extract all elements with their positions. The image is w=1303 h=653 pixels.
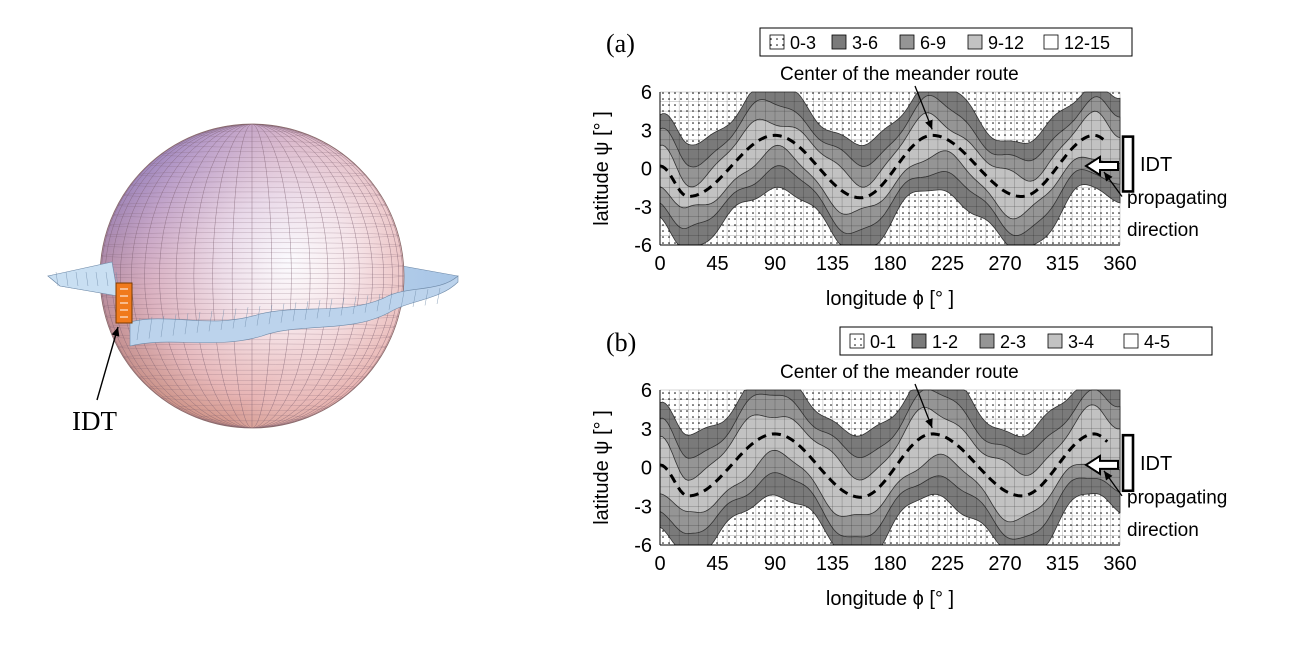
y-tick-label: 3 xyxy=(641,120,652,142)
panel-label: (b) xyxy=(606,328,636,357)
route-annotation: Center of the meander route xyxy=(780,362,1019,383)
x-tick-label: 45 xyxy=(706,553,728,575)
legend-swatch xyxy=(769,34,785,50)
x-tick-label: 0 xyxy=(654,553,665,575)
legend-label: 3-4 xyxy=(1068,332,1094,352)
propagation-arrow xyxy=(1084,155,1119,177)
grid xyxy=(659,91,1121,246)
idt-label: IDT xyxy=(1140,453,1172,475)
legend: 0-1 1-2 2-3 3-4 4-5 xyxy=(839,326,1213,356)
ring-mesh xyxy=(55,271,441,341)
legend-label: 4-5 xyxy=(1144,332,1170,352)
direction-label-line2: direction xyxy=(1127,220,1199,241)
x-tick-label: 90 xyxy=(764,553,786,575)
idt-label: IDT xyxy=(1140,154,1172,176)
y-tick-label: -6 xyxy=(634,235,652,257)
x-tick-label: 180 xyxy=(873,253,906,275)
legend-label: 6-9 xyxy=(920,33,946,53)
x-tick-label: 90 xyxy=(764,253,786,275)
legend-swatch xyxy=(899,34,915,50)
y-tick-label: 6 xyxy=(641,380,652,402)
legend-swatch xyxy=(911,333,927,349)
x-tick-label: 225 xyxy=(931,253,964,275)
legend-swatch xyxy=(849,333,865,349)
legend-label: 0-3 xyxy=(790,33,816,53)
direction-pointer-arrow xyxy=(1103,171,1123,197)
x-tick-label: 225 xyxy=(931,553,964,575)
legend: 0-3 3-6 6-9 9-12 12-15 xyxy=(759,27,1133,57)
x-tick-label: 135 xyxy=(816,553,849,575)
route-annotation-arrow xyxy=(914,383,933,429)
direction-label-line1: propagating xyxy=(1127,488,1227,509)
x-axis-label: longitude ϕ [° ] xyxy=(826,588,954,610)
y-tick-label: -6 xyxy=(634,535,652,557)
x-tick-label: 315 xyxy=(1046,553,1079,575)
ring-front xyxy=(47,261,119,297)
x-tick-label: 270 xyxy=(988,253,1021,275)
legend-label: 1-2 xyxy=(932,332,958,352)
legend-frame xyxy=(839,326,1213,356)
y-tick-label: 0 xyxy=(641,458,652,480)
x-tick-label: 180 xyxy=(873,553,906,575)
meander-route-line xyxy=(659,432,1109,499)
y-tick-label: 3 xyxy=(641,419,652,441)
legend-swatch xyxy=(1123,333,1139,349)
y-tick-label: 6 xyxy=(641,82,652,104)
legend-label: 9-12 xyxy=(988,33,1024,53)
y-tick-label: -3 xyxy=(634,496,652,518)
idt-label: IDT xyxy=(72,406,117,436)
legend-swatch xyxy=(1043,34,1059,50)
legend-label: 2-3 xyxy=(1000,332,1026,352)
legend-swatch xyxy=(979,333,995,349)
ring-front-right xyxy=(129,275,459,347)
meander-route-line xyxy=(659,133,1109,200)
direction-label-line2: direction xyxy=(1127,520,1199,541)
idt-pointer-arrow xyxy=(96,326,120,401)
route-annotation-arrow xyxy=(914,85,933,130)
x-tick-label: 45 xyxy=(706,253,728,275)
legend-swatch xyxy=(831,34,847,50)
direction-pointer-arrow xyxy=(1103,470,1123,497)
idt-bracket xyxy=(1121,135,1135,193)
x-tick-label: 315 xyxy=(1046,253,1079,275)
legend-frame xyxy=(759,27,1133,57)
panel-a: (a) 0-3 3-6 6-9 9-12 12-150 45 90 135 180 225 270 31… xyxy=(591,27,1227,310)
y-axis-label: latitude ψ [° ] xyxy=(591,410,613,525)
legend-swatch xyxy=(967,34,983,50)
x-tick-label: 0 xyxy=(654,253,665,275)
legend-label: 0-1 xyxy=(870,332,896,352)
x-tick-label: 360 xyxy=(1103,553,1136,575)
panel-b: (b) 0-1 1-2 2-3 3-4 4-50 45 90 135 180 225 270 315 36… xyxy=(591,326,1227,610)
direction-label-line1: propagating xyxy=(1127,188,1227,209)
legend-label: 3-6 xyxy=(852,33,878,53)
panel-label: (a) xyxy=(606,29,635,58)
y-tick-label: 0 xyxy=(641,159,652,181)
legend-label: 12-15 xyxy=(1064,33,1110,53)
legend-swatch xyxy=(1047,333,1063,349)
x-axis-label: longitude ϕ [° ] xyxy=(826,288,954,310)
x-tick-label: 135 xyxy=(816,253,849,275)
x-tick-label: 270 xyxy=(988,553,1021,575)
y-tick-label: -3 xyxy=(634,197,652,219)
route-annotation: Center of the meander route xyxy=(780,64,1019,85)
sphere-illustration: IDT xyxy=(47,123,459,436)
y-axis-label: latitude ψ [° ] xyxy=(591,111,613,226)
idt-bracket xyxy=(1121,433,1135,493)
x-tick-label: 360 xyxy=(1103,253,1136,275)
propagation-arrow xyxy=(1084,454,1119,476)
